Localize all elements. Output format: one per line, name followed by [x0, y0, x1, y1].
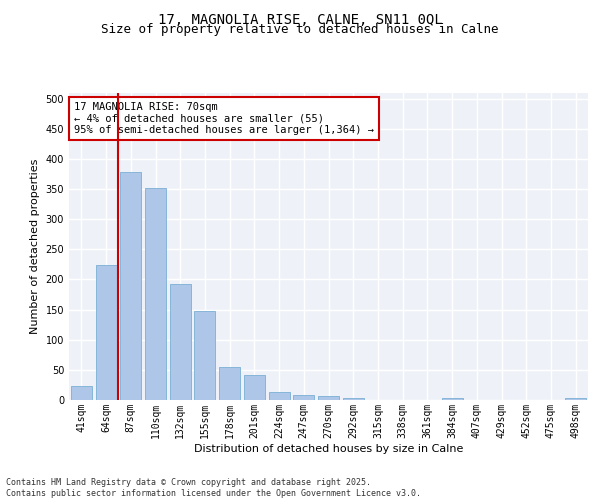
Bar [442, 398, 463, 400]
Text: 17, MAGNOLIA RISE, CALNE, SN11 0QL: 17, MAGNOLIA RISE, CALNE, SN11 0QL [158, 12, 442, 26]
Bar [120, 172, 141, 400]
Y-axis label: Number of detached properties: Number of detached properties [30, 158, 40, 334]
Bar [145, 188, 166, 400]
Bar [565, 398, 586, 400]
Bar [269, 392, 290, 400]
Bar [219, 367, 240, 400]
Text: Size of property relative to detached houses in Calne: Size of property relative to detached ho… [101, 24, 499, 36]
Bar [95, 265, 116, 400]
Bar [343, 398, 364, 400]
Bar [71, 386, 92, 400]
Bar [194, 312, 215, 400]
Bar [170, 284, 191, 400]
Bar [318, 396, 339, 400]
Text: 17 MAGNOLIA RISE: 70sqm
← 4% of detached houses are smaller (55)
95% of semi-det: 17 MAGNOLIA RISE: 70sqm ← 4% of detached… [74, 102, 374, 135]
X-axis label: Distribution of detached houses by size in Calne: Distribution of detached houses by size … [194, 444, 463, 454]
Bar [244, 376, 265, 400]
Bar [293, 394, 314, 400]
Text: Contains HM Land Registry data © Crown copyright and database right 2025.
Contai: Contains HM Land Registry data © Crown c… [6, 478, 421, 498]
